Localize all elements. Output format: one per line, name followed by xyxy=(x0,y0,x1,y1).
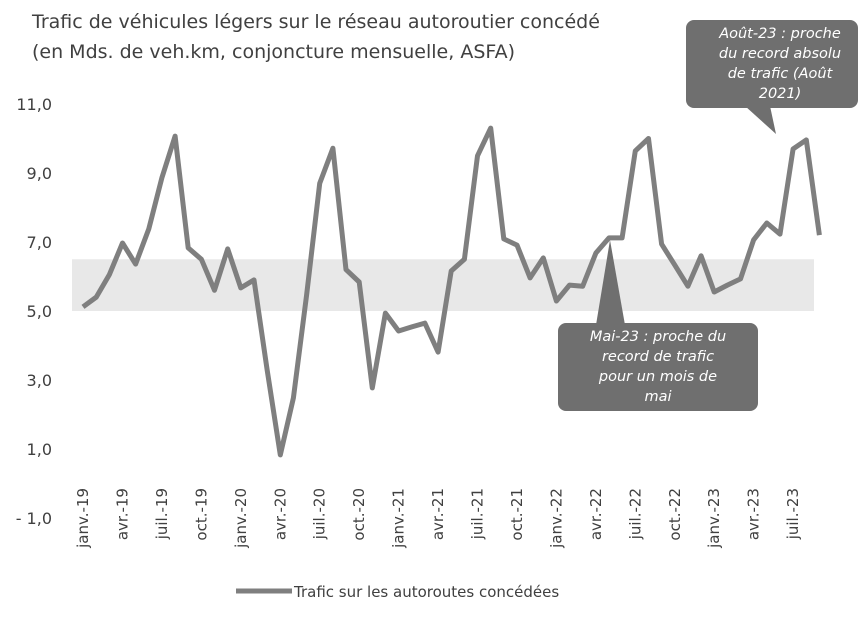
x-tick-label: juil.-20 xyxy=(311,488,329,540)
x-tick-label: janv.-19 xyxy=(74,488,92,549)
x-tick-label: juil.-22 xyxy=(626,488,644,540)
annotation-text: mai xyxy=(644,389,671,405)
x-tick-label: juil.-23 xyxy=(784,488,802,540)
x-tick-label: juil.-19 xyxy=(153,488,171,540)
y-tick-label: - 1,0 xyxy=(16,509,52,528)
x-tick-label: oct.-22 xyxy=(666,488,684,541)
annotation-text: record de trafic xyxy=(602,349,714,365)
annotation: Mai-23 : proche du record de trafic pour u… xyxy=(558,240,758,411)
x-tick-label: janv.-23 xyxy=(705,488,723,549)
x-tick-label: oct.-20 xyxy=(350,488,368,541)
x-tick-label: avr.-19 xyxy=(113,488,131,540)
annotation-text: pour un mois de xyxy=(598,369,717,385)
x-tick-label: oct.-21 xyxy=(508,488,526,541)
x-tick-label: oct.-19 xyxy=(192,488,210,541)
x-tick-label: avr.-20 xyxy=(271,488,289,540)
annotation: Août-23 : proche du record absolu de trafi… xyxy=(686,20,858,134)
annotation-pointer xyxy=(596,240,625,325)
chart-subtitle: (en Mds. de veh.km, conjoncture mensuell… xyxy=(32,41,515,63)
annotation-box xyxy=(686,20,858,108)
x-tick-label: janv.-20 xyxy=(232,488,250,549)
annotation-text: du record absolu xyxy=(719,46,841,62)
annotation-text: Août-23 : proche xyxy=(718,26,841,42)
y-tick-label: 1,0 xyxy=(27,440,52,459)
y-tick-label: 7,0 xyxy=(27,233,52,252)
y-tick-label: 3,0 xyxy=(27,371,52,390)
annotation-text: de trafic (Août xyxy=(728,66,834,82)
x-tick-label: janv.-21 xyxy=(390,488,408,549)
annotation-text: 2021) xyxy=(759,86,802,102)
chart-title: Trafic de véhicules légers sur le réseau… xyxy=(31,11,600,33)
x-tick-label: janv.-22 xyxy=(547,488,565,549)
x-tick-label: juil.-21 xyxy=(469,488,487,540)
y-tick-label: 9,0 xyxy=(27,164,52,183)
annotation-pointer xyxy=(745,106,776,134)
x-tick-label: avr.-21 xyxy=(429,488,447,540)
y-tick-label: 5,0 xyxy=(27,302,52,321)
annotation-text: Mai-23 : proche du xyxy=(590,329,726,345)
x-tick-label: avr.-23 xyxy=(745,488,763,540)
annotation-box xyxy=(558,323,758,411)
legend-label: Trafic sur les autoroutes concédées xyxy=(293,583,559,601)
data-line xyxy=(81,125,822,458)
y-tick-label: 11,0 xyxy=(16,95,52,114)
x-tick-label: avr.-22 xyxy=(587,488,605,540)
